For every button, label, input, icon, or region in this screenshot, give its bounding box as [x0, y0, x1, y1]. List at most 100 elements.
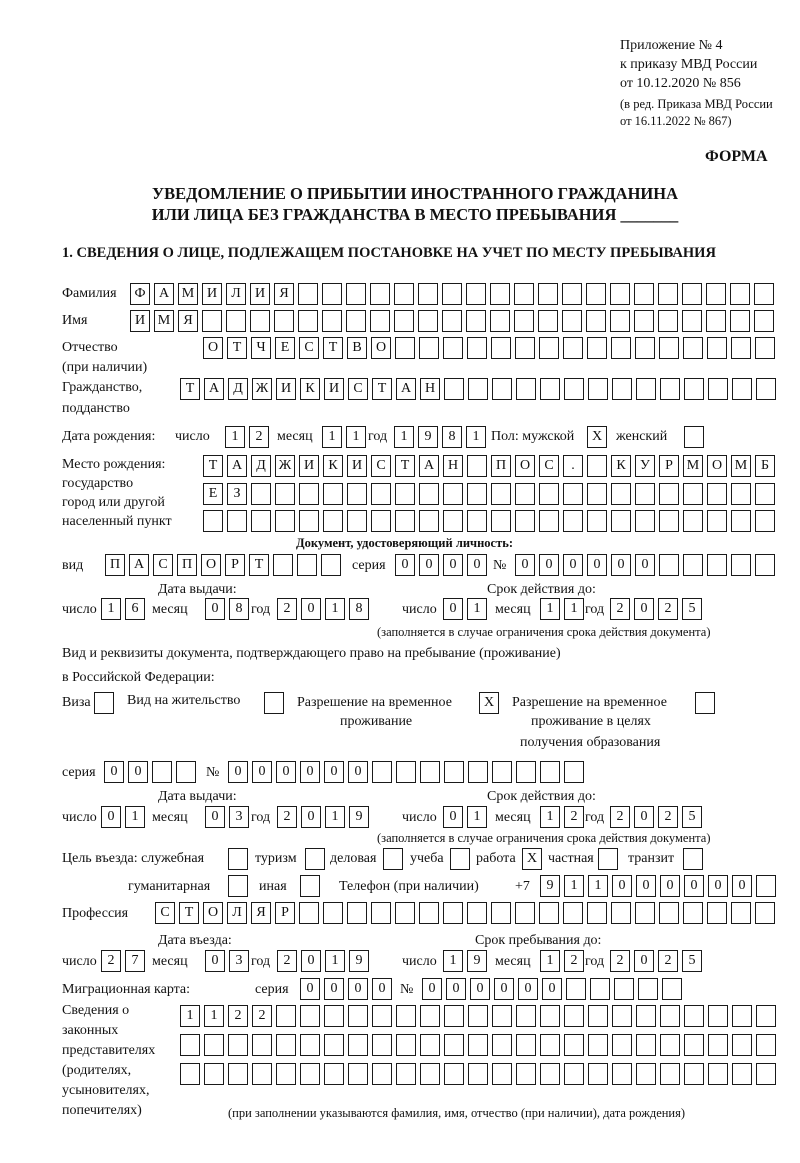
char-cell[interactable] [754, 283, 774, 305]
char-cell[interactable] [228, 848, 248, 870]
char-cell[interactable] [588, 1034, 608, 1056]
char-cell[interactable]: М [154, 310, 174, 332]
char-cell[interactable] [491, 510, 511, 532]
char-cell[interactable] [420, 1063, 440, 1085]
char-cell[interactable] [586, 310, 606, 332]
char-cell[interactable] [539, 483, 559, 505]
char-cell[interactable]: 1 [204, 1005, 224, 1027]
char-cell[interactable] [611, 902, 631, 924]
purpose-other-checkbox[interactable] [300, 875, 320, 897]
char-cell[interactable]: Р [275, 902, 295, 924]
char-cell[interactable] [708, 378, 728, 400]
char-cell[interactable]: 0 [419, 554, 439, 576]
char-cell[interactable]: К [323, 455, 343, 477]
char-cell[interactable]: С [299, 337, 319, 359]
char-cell[interactable]: 1 [564, 875, 584, 897]
char-cell[interactable]: О [707, 455, 727, 477]
char-cell[interactable]: 0 [324, 761, 344, 783]
char-cell[interactable] [659, 510, 679, 532]
char-cell[interactable] [590, 978, 610, 1000]
char-cell[interactable]: О [203, 902, 223, 924]
char-cell[interactable]: 1 [540, 598, 560, 620]
char-cell[interactable]: 2 [249, 426, 269, 448]
char-cell[interactable] [706, 310, 726, 332]
char-cell[interactable] [564, 1063, 584, 1085]
char-cell[interactable]: X [587, 426, 607, 448]
char-cell[interactable]: Ж [252, 378, 272, 400]
char-cell[interactable] [695, 692, 715, 714]
char-cell[interactable]: Я [251, 902, 271, 924]
char-cell[interactable] [467, 483, 487, 505]
char-cell[interactable]: М [178, 283, 198, 305]
char-cell[interactable] [152, 761, 172, 783]
char-cell[interactable] [394, 283, 414, 305]
char-cell[interactable] [683, 510, 703, 532]
char-cell[interactable]: 8 [349, 598, 369, 620]
char-cell[interactable] [321, 554, 341, 576]
char-cell[interactable]: 2 [277, 950, 297, 972]
char-cell[interactable]: 9 [349, 950, 369, 972]
char-cell[interactable]: У [635, 455, 655, 477]
char-cell[interactable]: С [371, 455, 391, 477]
char-cell[interactable]: 2 [101, 950, 121, 972]
char-cell[interactable]: 2 [277, 598, 297, 620]
char-cell[interactable] [756, 1034, 776, 1056]
char-cell[interactable]: 1 [322, 426, 342, 448]
char-cell[interactable] [540, 378, 560, 400]
char-cell[interactable] [419, 510, 439, 532]
char-cell[interactable]: 8 [442, 426, 462, 448]
char-cell[interactable]: 0 [708, 875, 728, 897]
purpose-private-checkbox[interactable] [598, 848, 618, 870]
char-cell[interactable] [539, 510, 559, 532]
char-cell[interactable] [564, 761, 584, 783]
char-cell[interactable] [468, 761, 488, 783]
char-cell[interactable] [395, 902, 415, 924]
char-cell[interactable] [371, 483, 391, 505]
char-cell[interactable] [323, 510, 343, 532]
char-cell[interactable]: 1 [101, 598, 121, 620]
char-cell[interactable] [394, 310, 414, 332]
char-cell[interactable] [538, 283, 558, 305]
char-cell[interactable]: Ф [130, 283, 150, 305]
char-cell[interactable] [491, 483, 511, 505]
char-cell[interactable] [683, 554, 703, 576]
char-cell[interactable] [492, 1005, 512, 1027]
char-cell[interactable]: 5 [682, 598, 702, 620]
char-cell[interactable] [683, 848, 703, 870]
char-cell[interactable] [490, 310, 510, 332]
char-cell[interactable]: Д [228, 378, 248, 400]
char-cell[interactable] [516, 378, 536, 400]
char-cell[interactable]: Т [227, 337, 247, 359]
char-cell[interactable]: Ч [251, 337, 271, 359]
char-cell[interactable] [420, 1034, 440, 1056]
char-cell[interactable] [611, 337, 631, 359]
char-cell[interactable] [731, 337, 751, 359]
sex-female-checkbox[interactable] [684, 426, 704, 448]
char-cell[interactable] [683, 902, 703, 924]
char-cell[interactable] [275, 483, 295, 505]
char-cell[interactable] [611, 510, 631, 532]
char-cell[interactable] [371, 902, 391, 924]
char-cell[interactable] [586, 283, 606, 305]
char-cell[interactable]: Т [180, 378, 200, 400]
char-cell[interactable] [732, 1005, 752, 1027]
char-cell[interactable] [372, 1034, 392, 1056]
char-cell[interactable] [251, 483, 271, 505]
char-cell[interactable] [598, 848, 618, 870]
char-cell[interactable] [612, 1063, 632, 1085]
char-cell[interactable]: Б [755, 455, 775, 477]
char-cell[interactable]: 1 [467, 806, 487, 828]
char-cell[interactable]: 0 [563, 554, 583, 576]
char-cell[interactable] [468, 1063, 488, 1085]
char-cell[interactable]: 0 [611, 554, 631, 576]
char-cell[interactable]: Т [323, 337, 343, 359]
